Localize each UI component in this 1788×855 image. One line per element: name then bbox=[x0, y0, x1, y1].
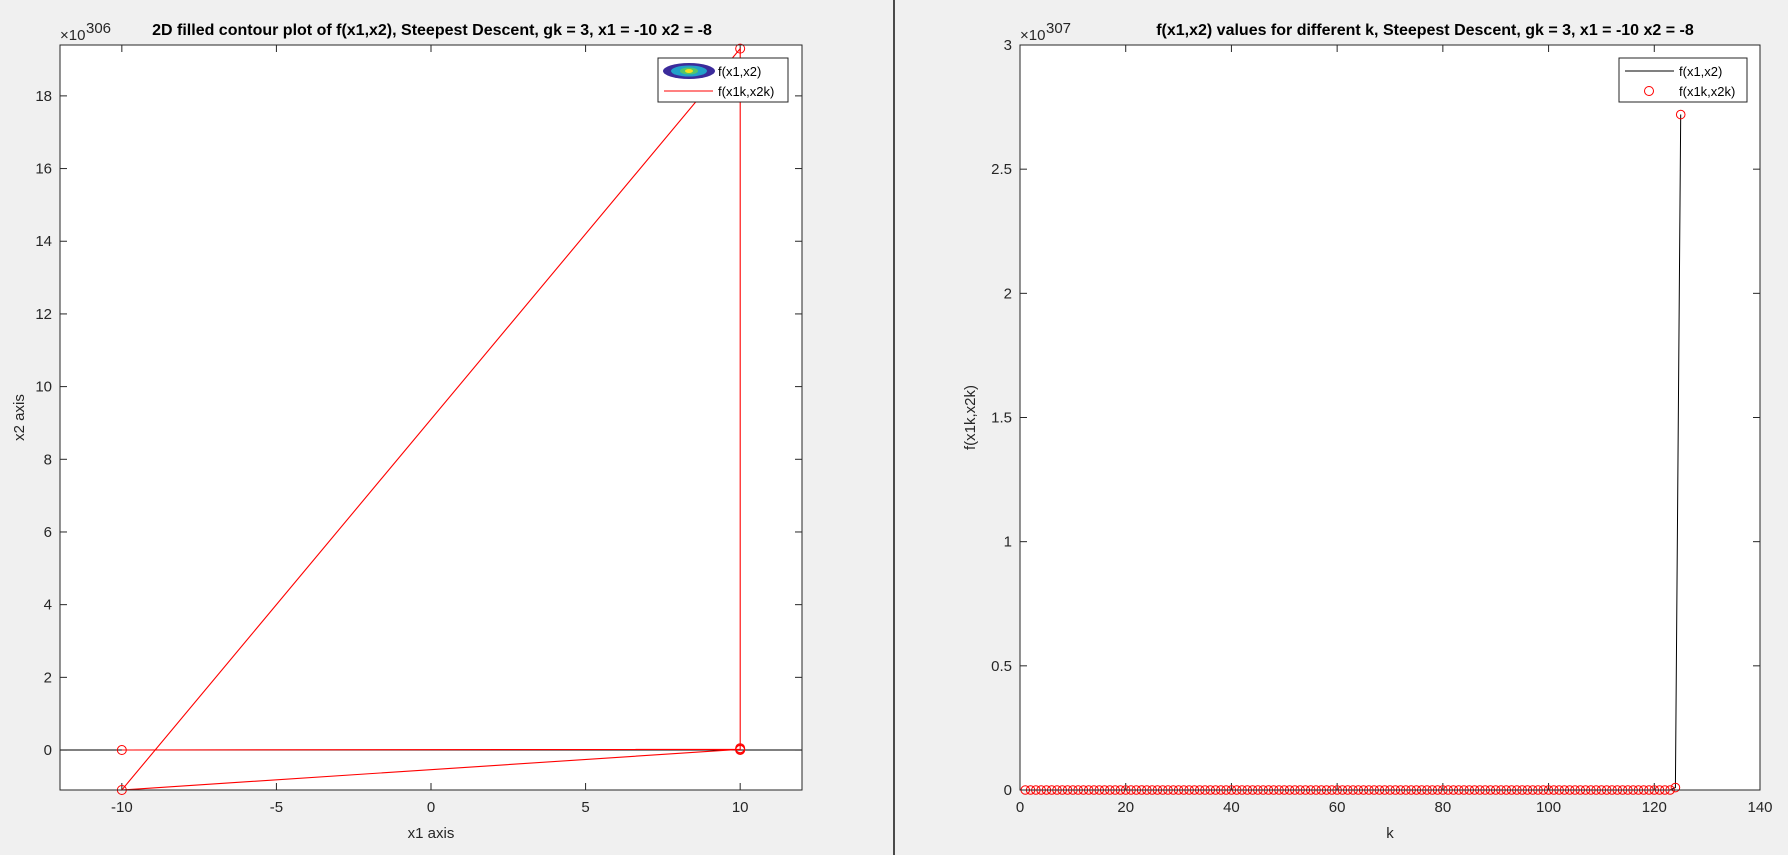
y-tick-label: 8 bbox=[44, 451, 52, 468]
x-tick-label: 80 bbox=[1435, 799, 1452, 816]
f-value-marker bbox=[1675, 109, 1686, 120]
y-tick-label: 1 bbox=[1004, 534, 1012, 551]
legend: f(x1,x2) f(x1k,x2k) bbox=[657, 57, 789, 103]
legend-entry-path: f(x1k,x2k) bbox=[718, 84, 774, 99]
y-axis-label: x2 axis bbox=[11, 394, 28, 441]
legend-contour-patch-core bbox=[685, 69, 693, 73]
y-tick-label: 4 bbox=[44, 597, 52, 614]
descent-path-point bbox=[735, 43, 746, 54]
y-exponent-power: 307 bbox=[1046, 20, 1071, 37]
figure-divider bbox=[893, 0, 895, 855]
y-tick-label: 0 bbox=[44, 742, 52, 759]
legend-entry-contour: f(x1,x2) bbox=[718, 64, 761, 79]
descent-path-point bbox=[116, 745, 127, 756]
legend-box bbox=[657, 57, 789, 103]
x-tick-label: 40 bbox=[1223, 799, 1240, 816]
y-tick-label: 12 bbox=[35, 306, 52, 323]
x-tick-label: -10 bbox=[111, 799, 133, 816]
f-value-marker bbox=[1670, 782, 1681, 793]
y-tick-label: 2.5 bbox=[991, 161, 1012, 178]
plot-area bbox=[60, 45, 802, 790]
x-axis-label: x1 axis bbox=[408, 825, 455, 842]
x-tick-label: 5 bbox=[581, 799, 589, 816]
y-axis-label: f(x1k,x2k) bbox=[962, 385, 979, 450]
k-values-plot[interactable]: 0 20 40 60 80 100 120 140 0 0.5 1 1.5 2 2.5 3 ×10 307 f(x… bbox=[895, 0, 1788, 855]
x-tick-label: 20 bbox=[1117, 799, 1134, 816]
x-tick-label: 120 bbox=[1642, 799, 1667, 816]
legend-marker-sample bbox=[1644, 86, 1654, 96]
axes-box bbox=[1019, 44, 1761, 791]
x-tick-label: 140 bbox=[1747, 799, 1772, 816]
x-tick-label: 10 bbox=[732, 799, 749, 816]
chart-title: f(x1,x2) values for different k, Steepes… bbox=[1156, 22, 1694, 39]
x-axis-label: k bbox=[1386, 825, 1394, 842]
y-exponent-base: ×10 bbox=[1020, 27, 1045, 44]
y-tick-label: 2 bbox=[44, 669, 52, 686]
y-tick-label: 18 bbox=[35, 88, 52, 105]
legend: f(x1,x2) f(x1k,x2k) bbox=[1618, 57, 1748, 103]
y-tick-label: 6 bbox=[44, 524, 52, 541]
chart-title: 2D filled contour plot of f(x1,x2), Stee… bbox=[152, 22, 712, 39]
x-tick-label: 0 bbox=[1016, 799, 1024, 816]
x-tick-label: 0 bbox=[427, 799, 435, 816]
x-tick-label: -5 bbox=[270, 799, 283, 816]
x-tick-label: 100 bbox=[1536, 799, 1561, 816]
descent-path-line bbox=[120, 47, 741, 791]
y-tick-label: 10 bbox=[35, 379, 52, 396]
y-exponent-base: ×10 bbox=[60, 27, 85, 44]
y-tick-label: 0 bbox=[1004, 782, 1012, 799]
contour-figure-panel: -10 -5 0 5 10 0 2 4 6 8 10 12 14 16 18 ×10 306 2D filled … bbox=[0, 0, 893, 855]
legend-box bbox=[1618, 57, 1748, 103]
axes-box bbox=[59, 44, 803, 791]
k-values-figure-panel: 0 20 40 60 80 100 120 140 0 0.5 1 1.5 2 2.5 3 ×10 307 f(x… bbox=[895, 0, 1788, 855]
y-tick-label: 0.5 bbox=[991, 658, 1012, 675]
plot-area bbox=[1020, 45, 1760, 790]
x-tick-label: 60 bbox=[1329, 799, 1346, 816]
contour-plot[interactable]: -10 -5 0 5 10 0 2 4 6 8 10 12 14 16 18 ×10 306 2D filled … bbox=[0, 0, 893, 855]
y-tick-label: 2 bbox=[1004, 285, 1012, 302]
y-tick-label: 16 bbox=[35, 161, 52, 178]
descent-path-point bbox=[735, 745, 746, 756]
legend-entry-markers: f(x1k,x2k) bbox=[1679, 84, 1735, 99]
y-exponent-power: 306 bbox=[86, 20, 111, 37]
legend-entry-line: f(x1,x2) bbox=[1679, 64, 1722, 79]
y-tick-label: 14 bbox=[35, 233, 52, 250]
y-tick-label: 3 bbox=[1004, 37, 1012, 54]
y-tick-label: 1.5 bbox=[991, 410, 1012, 427]
